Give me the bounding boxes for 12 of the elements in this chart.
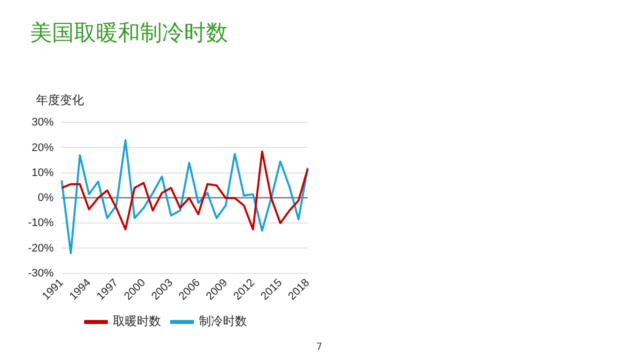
y-tick-label: 0% xyxy=(38,192,54,204)
chart-title: 美国取暖和制冷时数 xyxy=(30,20,228,48)
legend-label: 制冷时数 xyxy=(199,314,247,328)
y-tick-label: -20% xyxy=(28,242,54,254)
legend-label: 取暖时数 xyxy=(113,314,161,328)
y-tick-label: -10% xyxy=(28,217,54,230)
y-axis-title: 年度变化 xyxy=(36,92,84,109)
y-tick-label: 20% xyxy=(32,142,54,154)
y-tick-label: -30% xyxy=(28,267,54,280)
text: 7 xyxy=(316,342,322,353)
y-tick-label: 10% xyxy=(32,166,54,179)
y-tick-label: 30% xyxy=(32,116,54,129)
